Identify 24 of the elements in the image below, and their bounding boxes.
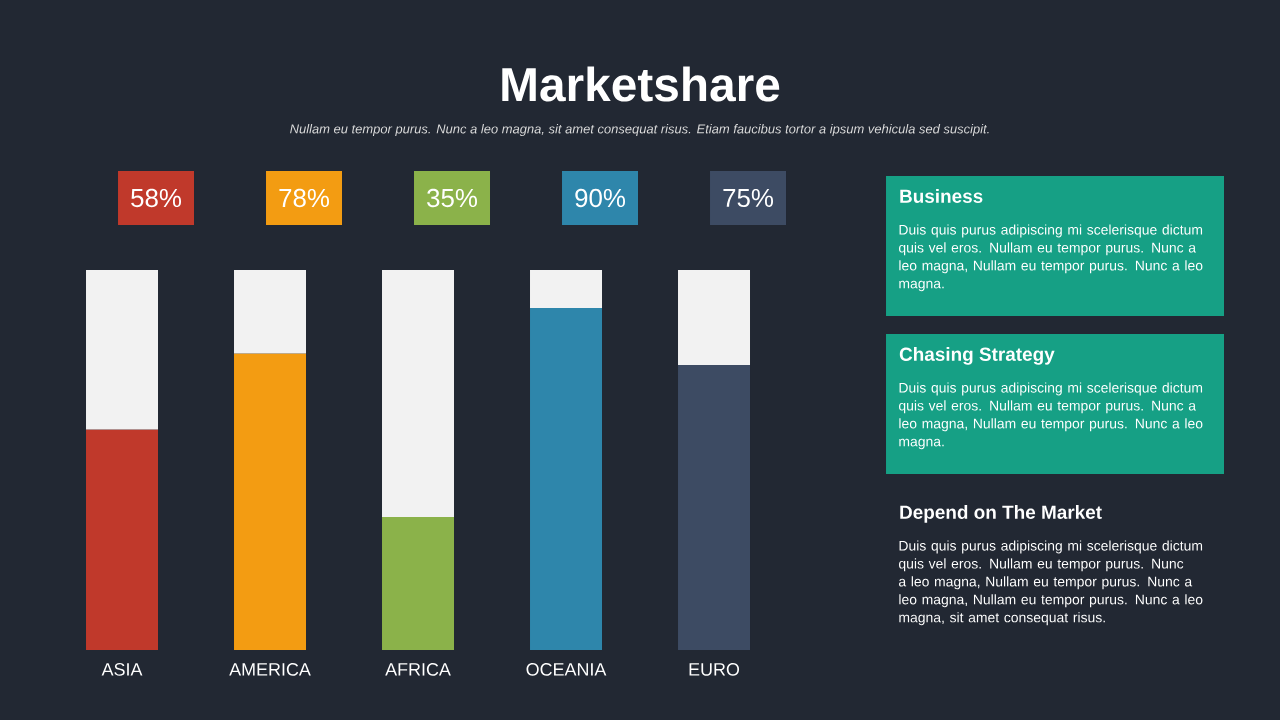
data-label: 78% xyxy=(279,188,330,208)
bar xyxy=(86,429,159,650)
data-label: 75% xyxy=(723,188,774,208)
bar xyxy=(530,307,603,650)
x-tick-label: ASIA xyxy=(101,663,143,676)
bar xyxy=(530,269,603,308)
text: Depend on The Market xyxy=(900,505,1102,523)
bar xyxy=(234,269,307,354)
x-tick-label: OCEANIA xyxy=(526,663,607,676)
x-tick-label: EURO xyxy=(689,663,740,676)
x-tick-label: AMERICA xyxy=(229,663,311,676)
chart-title: Marketshare xyxy=(502,66,780,102)
bar xyxy=(382,269,455,517)
text: Business xyxy=(900,189,983,203)
bar xyxy=(678,269,751,365)
bar xyxy=(86,269,159,430)
bar xyxy=(678,364,751,650)
data-label: 35% xyxy=(427,188,478,208)
data-label: 90% xyxy=(575,188,626,208)
text: Chasing Strategy xyxy=(899,347,1055,365)
data-label: 58% xyxy=(131,188,182,208)
bar xyxy=(234,353,307,650)
x-tick-label: AFRICA xyxy=(385,663,451,676)
bar xyxy=(382,517,455,650)
